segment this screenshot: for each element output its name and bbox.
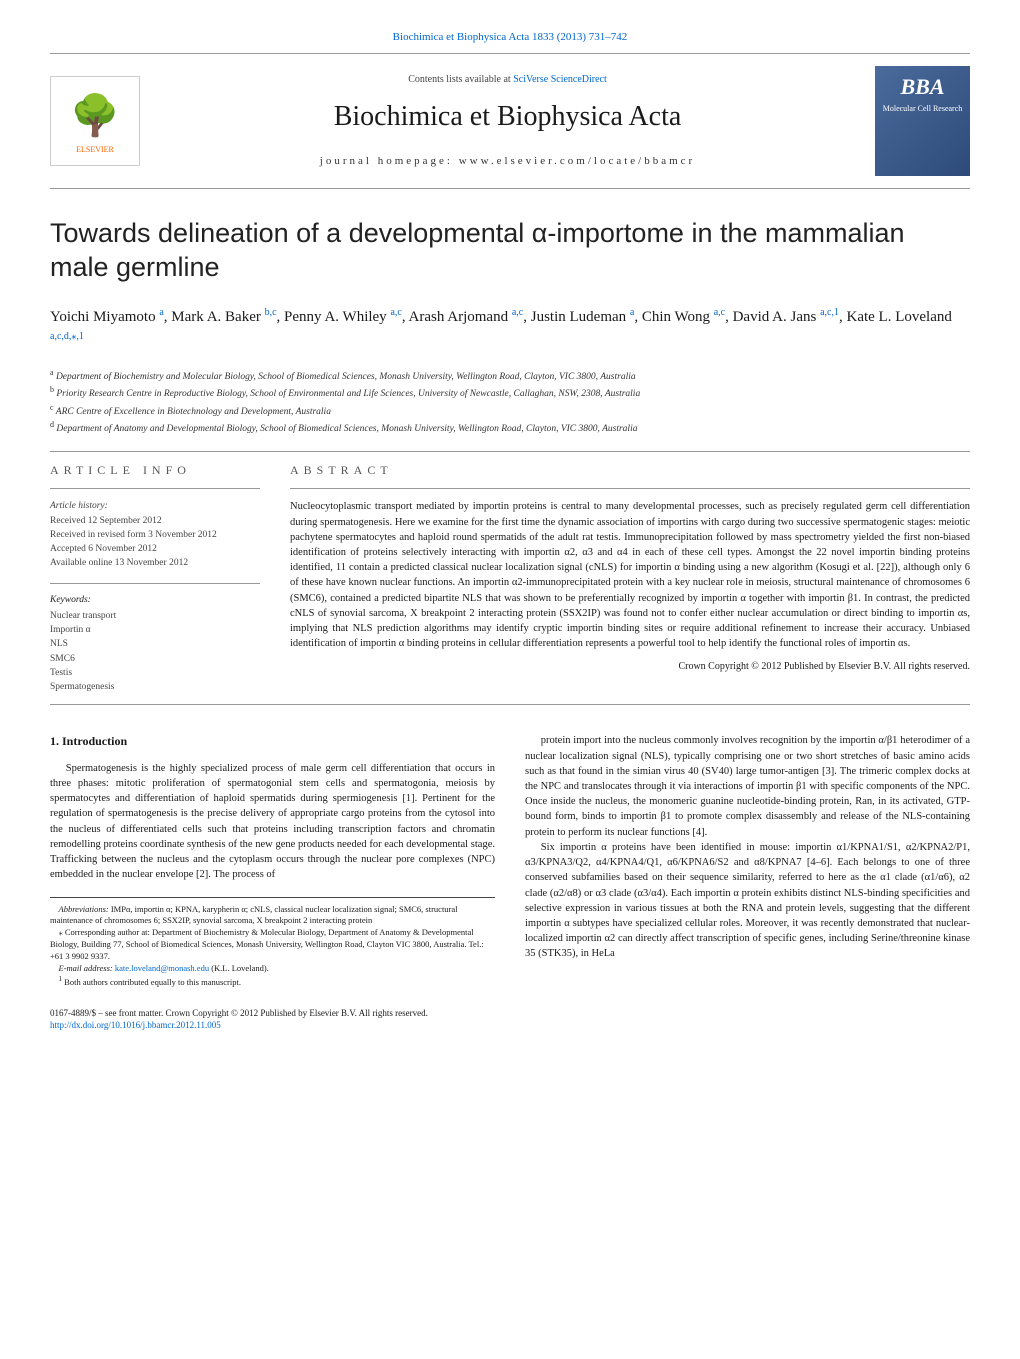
history-block: Article history: Received 12 September 2… bbox=[50, 499, 260, 570]
affiliations: a Department of Biochemistry and Molecul… bbox=[50, 367, 970, 437]
contents-line: Contents lists available at SciVerse Sci… bbox=[140, 73, 875, 87]
elsevier-label: ELSEVIER bbox=[76, 144, 114, 155]
author: Penny A. Whiley a,c bbox=[284, 309, 402, 325]
history-item: Available online 13 November 2012 bbox=[50, 556, 260, 570]
homepage-url[interactable]: www.elsevier.com/locate/bbamcr bbox=[459, 155, 696, 167]
author: Yoichi Miyamoto a bbox=[50, 309, 164, 325]
author: David A. Jans a,c,1 bbox=[733, 309, 839, 325]
homepage-line: journal homepage: www.elsevier.com/locat… bbox=[140, 154, 875, 169]
keyword: Spermatogenesis bbox=[50, 680, 260, 694]
keyword: Nuclear transport bbox=[50, 609, 260, 623]
abstract-heading: ABSTRACT bbox=[290, 462, 970, 479]
email-footnote: E-mail address: kate.loveland@monash.edu… bbox=[50, 963, 495, 975]
body-columns: 1. Introduction Spermatogenesis is the h… bbox=[50, 733, 970, 988]
elsevier-logo: 🌳 ELSEVIER bbox=[50, 76, 140, 166]
intro-paragraph: Spermatogenesis is the highly specialize… bbox=[50, 761, 495, 883]
elsevier-tree-icon: 🌳 bbox=[70, 88, 120, 144]
keyword: NLS bbox=[50, 637, 260, 651]
info-abstract-row: ARTICLE INFO Article history: Received 1… bbox=[50, 462, 970, 695]
email-link[interactable]: kate.loveland@monash.edu bbox=[115, 963, 209, 973]
abbreviations-footnote: Abbreviations: IMPα, importin α; KPNA, k… bbox=[50, 904, 495, 928]
abstract-copyright: Crown Copyright © 2012 Published by Else… bbox=[290, 660, 970, 674]
right-column: protein import into the nucleus commonly… bbox=[525, 733, 970, 988]
contents-prefix: Contents lists available at bbox=[408, 74, 513, 85]
history-item: Received in revised form 3 November 2012 bbox=[50, 528, 260, 542]
divider bbox=[50, 451, 970, 452]
corresponding-footnote: ⁎ Corresponding author at: Department of… bbox=[50, 927, 495, 963]
abstract-col: ABSTRACT Nucleocytoplasmic transport med… bbox=[290, 462, 970, 695]
affiliation: a Department of Biochemistry and Molecul… bbox=[50, 367, 970, 384]
keywords-label: Keywords: bbox=[50, 594, 260, 607]
homepage-prefix: journal homepage: bbox=[320, 155, 459, 167]
history-item: Received 12 September 2012 bbox=[50, 514, 260, 528]
keywords-list: Nuclear transport Importin α NLS SMC6 Te… bbox=[50, 609, 260, 695]
bba-title: BBA bbox=[900, 72, 944, 103]
author-list: Yoichi Miyamoto a, Mark A. Baker b,c, Pe… bbox=[50, 305, 970, 353]
divider bbox=[50, 704, 970, 705]
author: Chin Wong a,c bbox=[642, 309, 725, 325]
citation-link[interactable]: Biochimica et Biophysica Acta 1833 (2013… bbox=[50, 30, 970, 45]
keyword: SMC6 bbox=[50, 652, 260, 666]
article-title: Towards delineation of a developmental α… bbox=[50, 217, 970, 285]
equal-contrib-footnote: 1 Both authors contributed equally to th… bbox=[50, 975, 495, 989]
sciencedirect-link[interactable]: SciVerse ScienceDirect bbox=[513, 74, 607, 85]
left-column: 1. Introduction Spermatogenesis is the h… bbox=[50, 733, 495, 988]
affiliation: d Department of Anatomy and Developmenta… bbox=[50, 419, 970, 436]
banner-center: Contents lists available at SciVerse Sci… bbox=[140, 73, 875, 170]
keyword: Testis bbox=[50, 666, 260, 680]
front-matter-line: 0167-4889/$ – see front matter. Crown Co… bbox=[50, 1007, 970, 1020]
article-info-col: ARTICLE INFO Article history: Received 1… bbox=[50, 462, 260, 695]
keyword: Importin α bbox=[50, 623, 260, 637]
top-banner: 🌳 ELSEVIER Contents lists available at S… bbox=[50, 53, 970, 189]
divider bbox=[50, 583, 260, 584]
bba-cover-icon: BBA Molecular Cell Research bbox=[875, 66, 970, 176]
affiliation: b Priority Research Centre in Reproducti… bbox=[50, 384, 970, 401]
author: Justin Ludeman a bbox=[531, 309, 635, 325]
intro-paragraph: protein import into the nucleus commonly… bbox=[525, 733, 970, 840]
bba-subtitle: Molecular Cell Research bbox=[883, 103, 963, 114]
abstract-text: Nucleocytoplasmic transport mediated by … bbox=[290, 499, 970, 651]
article-info-heading: ARTICLE INFO bbox=[50, 462, 260, 479]
history-label: Article history: bbox=[50, 499, 260, 513]
history-item: Accepted 6 November 2012 bbox=[50, 542, 260, 556]
affiliation: c ARC Centre of Excellence in Biotechnol… bbox=[50, 402, 970, 419]
intro-paragraph: Six importin α proteins have been identi… bbox=[525, 840, 970, 962]
intro-heading: 1. Introduction bbox=[50, 733, 495, 750]
author: Mark A. Baker b,c bbox=[171, 309, 276, 325]
author: Arash Arjomand a,c bbox=[409, 309, 524, 325]
footer: 0167-4889/$ – see front matter. Crown Co… bbox=[50, 1007, 970, 1032]
footnotes: Abbreviations: IMPα, importin α; KPNA, k… bbox=[50, 897, 495, 989]
divider bbox=[50, 488, 260, 489]
divider bbox=[290, 488, 970, 489]
journal-name: Biochimica et Biophysica Acta bbox=[140, 97, 875, 136]
doi-link[interactable]: http://dx.doi.org/10.1016/j.bbamcr.2012.… bbox=[50, 1020, 221, 1030]
